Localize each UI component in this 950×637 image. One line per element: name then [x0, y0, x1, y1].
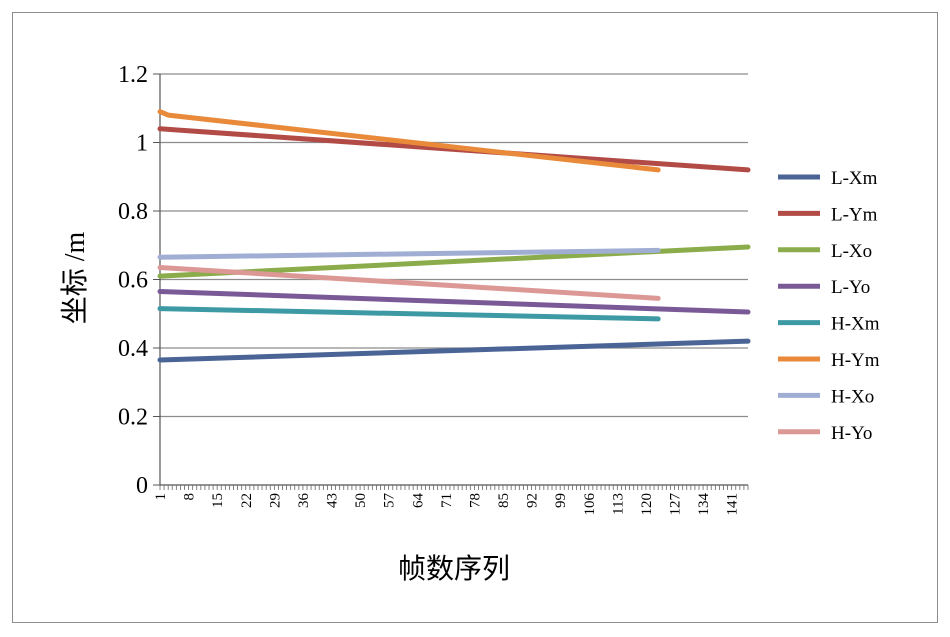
x-tick-label: 57	[382, 493, 398, 509]
x-tick-label: 1	[153, 493, 169, 501]
series-line-h-xo	[157, 247, 661, 260]
y-tick-label: 1	[136, 131, 148, 157]
series-line-h-yo	[157, 265, 661, 301]
x-tick-label: 36	[296, 493, 312, 509]
y-axis-ticks: 0 0.2 0.4 0.6 0.8 1 1.2	[118, 62, 148, 499]
x-tick-label: 106	[582, 493, 598, 516]
x-tick-label: 15	[210, 493, 226, 508]
x-tick-label: 113	[610, 493, 626, 515]
x-tick-label: 99	[553, 493, 569, 508]
y-tick-label: 0.6	[118, 268, 148, 294]
series-group	[157, 109, 751, 363]
legend-label: L-Ym	[831, 204, 878, 225]
x-tick-label: 120	[639, 493, 655, 516]
series-line-h-xm	[157, 306, 661, 322]
x-tick-label: 134	[696, 493, 712, 516]
x-tick-label: 127	[668, 493, 684, 516]
legend-label: H-Yo	[831, 423, 872, 444]
x-tick-label: 64	[410, 493, 426, 509]
series-line-h-ym	[157, 109, 661, 173]
x-tick-label: 8	[182, 493, 198, 501]
series-line-l-xm	[157, 338, 751, 363]
y-tick-label: 0.4	[118, 336, 148, 362]
x-tick-label: 141	[725, 493, 741, 516]
y-tick-label: 1.2	[118, 62, 148, 88]
legend-label: L-Xm	[831, 168, 878, 189]
x-tick-label: 71	[439, 493, 455, 508]
y-axis-title: 坐标 /m	[59, 232, 91, 325]
x-tick-label: 50	[353, 493, 369, 508]
legend: L-Xm L-Ym L-Xo L-Yo H-Xm H-Ym H-Xo H-Yo	[778, 168, 880, 444]
x-tick-label: 85	[496, 493, 512, 508]
x-tick-label: 92	[525, 493, 541, 508]
x-tick-label: 43	[325, 493, 341, 508]
x-tick-label: 29	[267, 493, 283, 508]
x-axis: 1 8 15 22 29 36 43 50 57 64 71 78 85 92 99 106 113 120 127…	[153, 485, 749, 516]
legend-label: L-Yo	[831, 277, 870, 298]
y-tick-label: 0.8	[118, 199, 148, 225]
series-line-l-yo	[157, 288, 751, 315]
x-tick-label: 78	[467, 493, 483, 508]
x-axis-title: 帧数序列	[398, 553, 510, 585]
legend-label: L-Xo	[831, 241, 872, 262]
legend-label: H-Xo	[831, 386, 874, 407]
legend-label: H-Ym	[831, 350, 880, 371]
y-tick-label: 0.2	[118, 405, 148, 431]
legend-label: H-Xm	[831, 314, 880, 335]
y-tick-label: 0	[136, 473, 148, 499]
grid	[153, 73, 748, 486]
x-tick-label: 22	[239, 493, 255, 508]
